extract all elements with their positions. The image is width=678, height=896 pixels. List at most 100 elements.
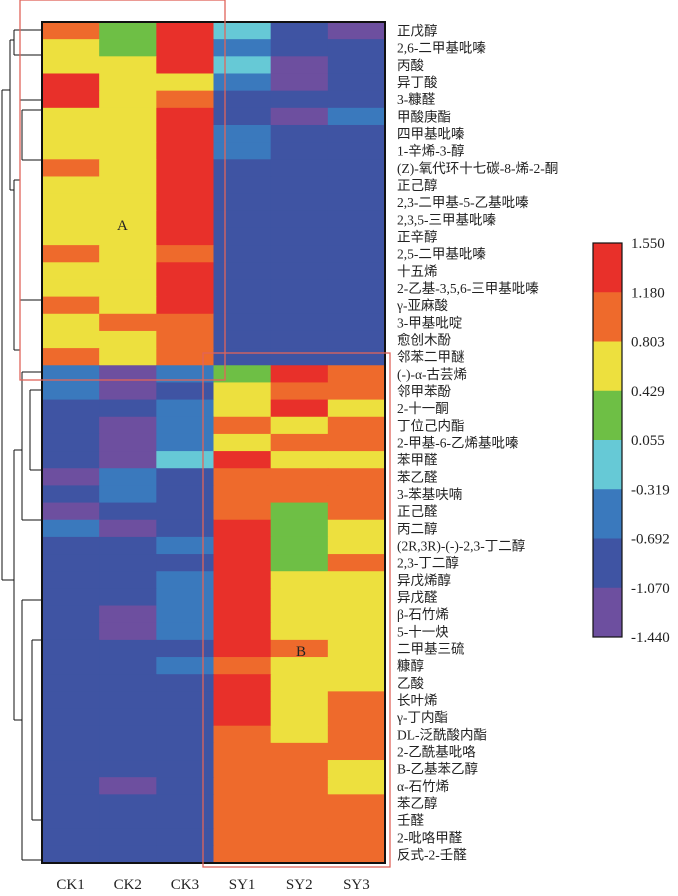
- heatmap-cell: [327, 22, 386, 40]
- heatmap-cell: [327, 622, 386, 641]
- heatmap-cell: [42, 657, 100, 675]
- heatmap-cell: [42, 725, 100, 744]
- heatmap-cell: [156, 708, 215, 727]
- heatmap-cell: [42, 313, 100, 332]
- heatmap-cell: [99, 451, 157, 469]
- heatmap-cell: [270, 639, 329, 658]
- heatmap-cell: [42, 760, 100, 778]
- heatmap-cell: [42, 124, 100, 143]
- heatmap-cell: [213, 588, 272, 607]
- heatmap-cell: [156, 416, 215, 435]
- row-label: 异戊烯醇: [397, 572, 451, 588]
- heatmap-cell: [270, 348, 329, 366]
- heatmap-cell: [327, 760, 386, 778]
- heatmap-cell: [327, 210, 386, 229]
- row-label: 2,6-二甲基吡嗪: [397, 40, 486, 56]
- heatmap-cell: [270, 330, 329, 349]
- heatmap-cell: [327, 588, 386, 607]
- heatmap-cell: [156, 828, 215, 847]
- row-label: 苯乙醇: [397, 795, 438, 811]
- legend-tick-label: -1.440: [631, 630, 670, 646]
- heatmap-cell: [327, 811, 386, 830]
- heatmap-cell: [42, 691, 100, 710]
- row-label: 糠醇: [397, 658, 424, 674]
- row-label: 异丁酸: [397, 75, 438, 90]
- heatmap-cell: [42, 399, 100, 418]
- heatmap-cell: [213, 451, 272, 469]
- heatmap-cell: [270, 519, 329, 538]
- heatmap-cell: [270, 124, 329, 143]
- heatmap-cell: [99, 382, 157, 401]
- heatmap-cell: [327, 73, 386, 92]
- heatmap-cell: [213, 794, 272, 813]
- heatmap-cell: [327, 828, 386, 847]
- row-label: 2-乙酰基吡咯: [397, 743, 476, 759]
- heatmap-cell: [42, 210, 100, 229]
- heatmap-cell: [156, 657, 215, 675]
- heatmap-cell: [213, 725, 272, 744]
- heatmap-cell: [99, 176, 157, 195]
- heatmap-cell: [213, 193, 272, 212]
- heatmap-cell: [99, 399, 157, 418]
- column-label: SY2: [286, 877, 313, 893]
- heatmap-cell: [99, 433, 157, 452]
- heatmap-cell: [213, 416, 272, 435]
- heatmap-cell: [42, 22, 100, 40]
- heatmap-cell: [99, 90, 157, 109]
- heatmap-cell: [99, 124, 157, 143]
- heatmap-cell: [99, 348, 157, 366]
- heatmap-cell: [156, 279, 215, 298]
- heatmap-cell: [156, 622, 215, 641]
- heatmap-cell: [327, 39, 386, 57]
- heatmap-cell: [327, 777, 386, 795]
- heatmap-cell: [42, 742, 100, 761]
- heatmap-cell: [213, 262, 272, 281]
- heatmap-cell: [327, 365, 386, 384]
- heatmap-cell: [213, 142, 272, 160]
- heatmap-cell: [270, 382, 329, 401]
- heatmap-cell: [327, 159, 386, 178]
- heatmap-cell: [42, 571, 100, 589]
- heatmap-cell: [156, 794, 215, 813]
- heatmap-cell: [270, 245, 329, 263]
- row-label: 邻甲苯酚: [397, 384, 451, 399]
- heatmap-cell: [156, 296, 215, 315]
- heatmap-cell: [42, 468, 100, 487]
- heatmap-cell: [99, 468, 157, 487]
- heatmap-cell: [327, 571, 386, 589]
- heatmap-cell: [99, 554, 157, 572]
- heatmap-cell: [42, 39, 100, 57]
- row-label: 正辛醇: [397, 229, 438, 245]
- heatmap-cell: [42, 176, 100, 195]
- heatmap-cell: [213, 468, 272, 487]
- legend-tick-label: 1.180: [631, 285, 665, 301]
- heatmap-cell: [156, 811, 215, 830]
- row-label: 愈创木酚: [397, 333, 451, 348]
- heatmap-cell: [213, 657, 272, 675]
- heatmap-cell: [327, 227, 386, 246]
- heatmap-cell: [213, 536, 272, 555]
- legend-swatch: [593, 341, 622, 392]
- legend-swatch: [593, 440, 622, 490]
- heatmap-cell: [42, 502, 100, 521]
- heatmap-cell: [99, 210, 157, 229]
- heatmap-cell: [270, 451, 329, 469]
- heatmap-cell: [213, 330, 272, 349]
- heatmap-cell: [156, 451, 215, 469]
- heatmap-cell: [99, 571, 157, 589]
- row-label: 四甲基吡嗪: [397, 126, 465, 142]
- heatmap-cell: [99, 416, 157, 435]
- heatmap-cell: [327, 107, 386, 126]
- heatmap-cell: [156, 365, 215, 384]
- heatmap-cell: [327, 485, 386, 504]
- heatmap-cell: [327, 639, 386, 658]
- heatmap-cell: [99, 39, 157, 57]
- heatmap-cell: [99, 674, 157, 692]
- heatmap-cell: [327, 451, 386, 469]
- heatmap-cell: [270, 262, 329, 281]
- row-label: 2,3,5-三甲基吡嗪: [397, 211, 496, 227]
- row-label: α-石竹烯: [397, 779, 449, 794]
- heatmap-cell: [270, 56, 329, 75]
